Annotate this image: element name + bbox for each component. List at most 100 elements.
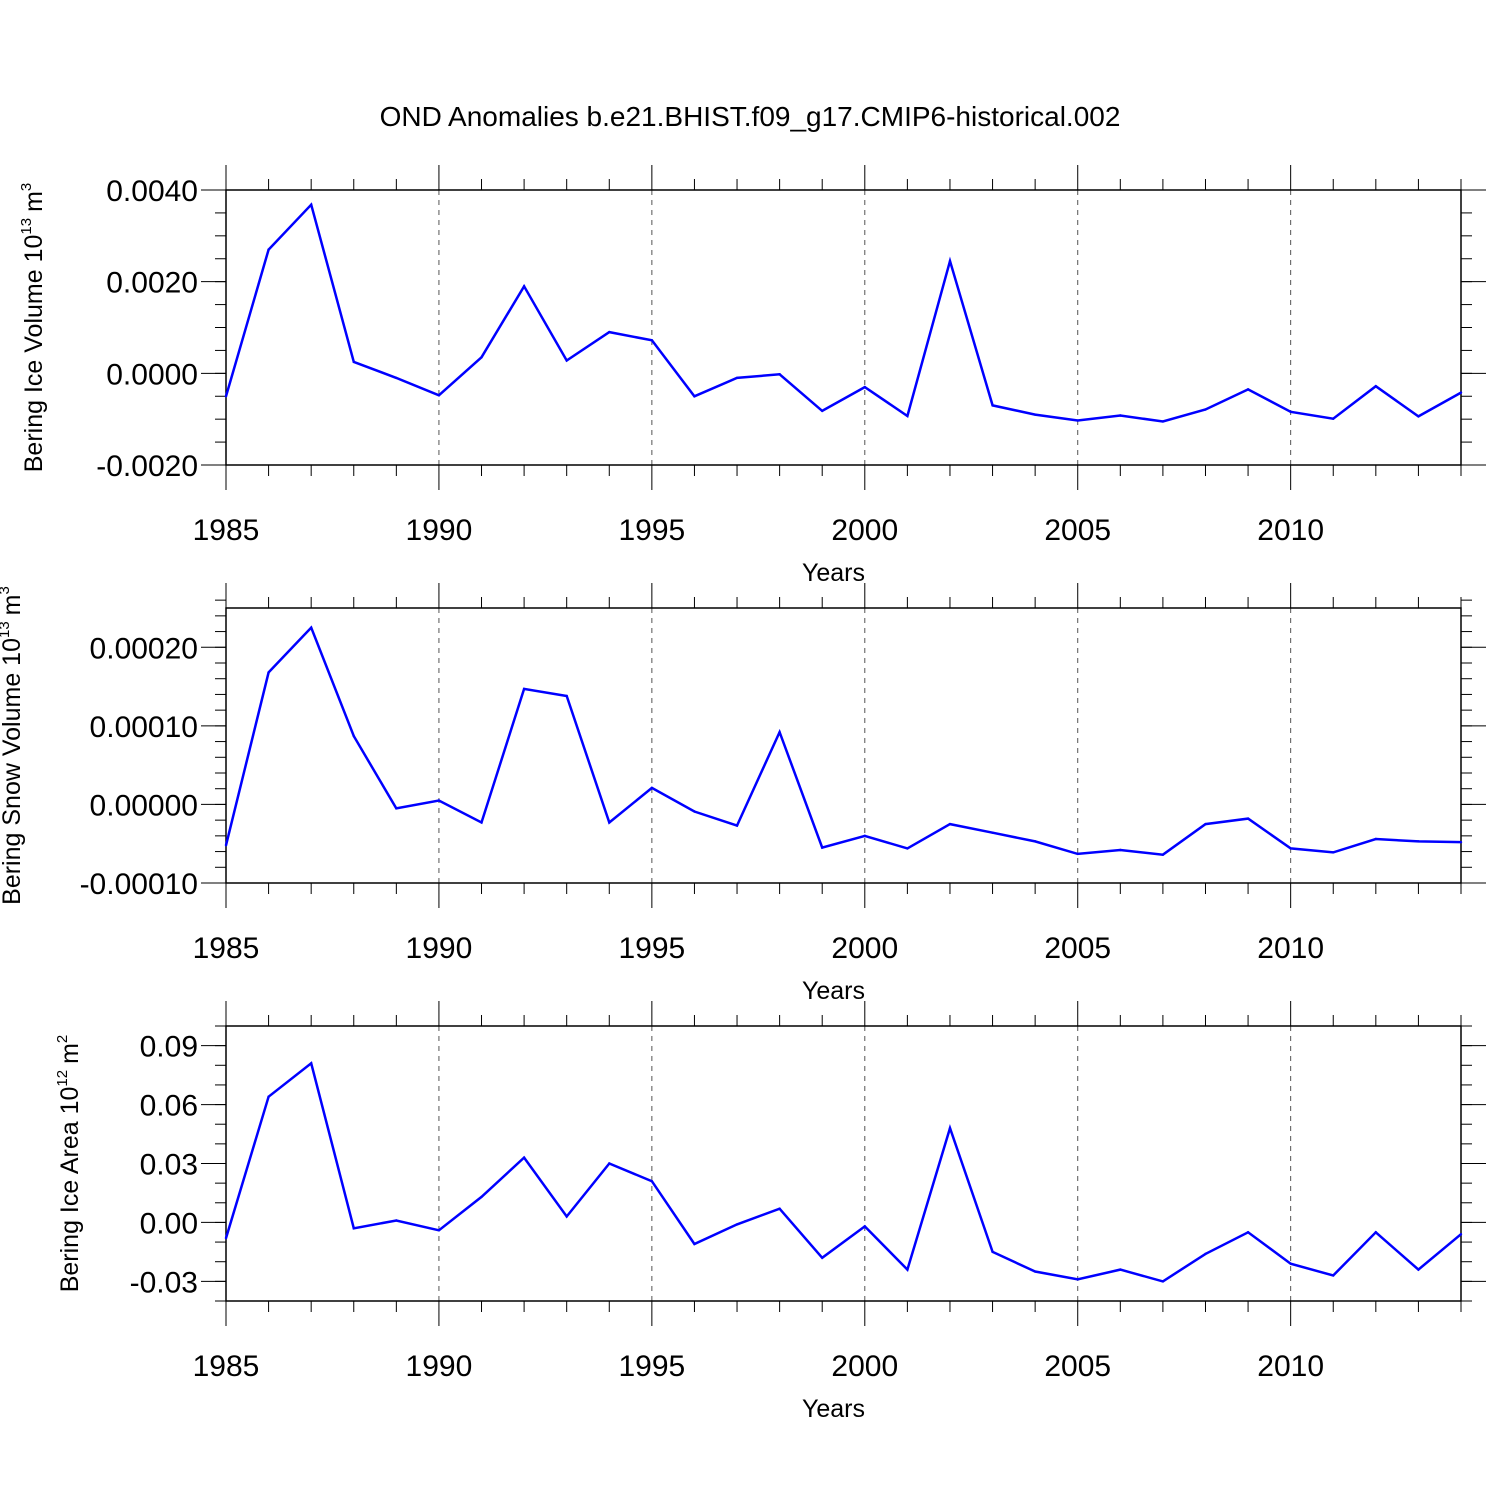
- data-point: [863, 1225, 866, 1228]
- data-point: [906, 1268, 909, 1271]
- y-axis-label-unit-exponent: 3: [0, 586, 13, 594]
- data-point: [224, 395, 228, 398]
- data-point: [906, 414, 909, 418]
- y-axis-label-unit: m: [0, 594, 26, 615]
- data-point: [267, 671, 270, 674]
- data-point: [522, 285, 526, 288]
- x-tick-label: 1985: [193, 514, 260, 547]
- data-point: [267, 248, 270, 251]
- y-axis-label-text: Bering Ice Volume 10: [20, 235, 48, 473]
- data-point: [778, 730, 781, 734]
- data-point: [1161, 420, 1165, 423]
- data-point: [608, 1162, 611, 1165]
- data-point: [522, 1156, 526, 1159]
- data-point: [991, 404, 994, 407]
- y-tick-label: 0.06: [140, 1090, 198, 1123]
- y-axis-label-unit: m: [56, 1043, 84, 1064]
- y-tick-label: 0.00010: [90, 711, 198, 744]
- data-point: [735, 1223, 739, 1226]
- data-point: [395, 1219, 398, 1222]
- data-point: [821, 1256, 824, 1259]
- x-tick-label: 2005: [1044, 514, 1111, 547]
- x-tick-label: 1995: [618, 514, 685, 547]
- y-tick-label: 0.00020: [90, 632, 198, 665]
- data-point: [778, 1207, 781, 1210]
- y-tick-label: -0.00010: [80, 868, 198, 901]
- data-point: [650, 786, 654, 790]
- x-tick-label: 1985: [193, 1350, 260, 1383]
- y-tick-label: 0.0000: [106, 358, 198, 391]
- y-tick-label: 0.09: [140, 1031, 198, 1064]
- y-axis-label-exponent: 12: [54, 1070, 71, 1087]
- data-point: [1204, 822, 1207, 826]
- data-point: [309, 203, 313, 206]
- data-point: [565, 694, 568, 698]
- data-point: [821, 409, 824, 413]
- data-point: [395, 807, 398, 810]
- y-axis-label-text: Bering Snow Volume 10: [0, 638, 26, 905]
- data-point: [309, 626, 313, 629]
- data-point: [1204, 408, 1207, 411]
- y-axis-label-unit-exponent: 3: [18, 183, 35, 191]
- y-axis-label-exponent: 13: [18, 218, 35, 235]
- x-tick-label: 2000: [831, 514, 898, 547]
- data-point: [863, 834, 866, 838]
- series-line-ice-volume: [224, 202, 1462, 423]
- y-axis-label-unit-exponent: 2: [54, 1035, 71, 1043]
- y-tick-label: 0.03: [140, 1149, 198, 1182]
- data-point: [1204, 1252, 1207, 1256]
- data-point: [1417, 1268, 1420, 1271]
- data-point: [1161, 853, 1165, 856]
- series-line-ice-area: [224, 1061, 1462, 1283]
- data-point: [1459, 840, 1463, 844]
- data-point: [480, 821, 483, 824]
- y-tick-label: 0.0040: [106, 175, 198, 208]
- data-point: [352, 1227, 355, 1230]
- x-axis-label: Years: [802, 1395, 865, 1423]
- data-point: [1246, 817, 1250, 820]
- data-point: [1033, 1270, 1037, 1273]
- x-tick-label: 1990: [406, 514, 473, 547]
- y-tick-label: 0.0020: [106, 267, 198, 300]
- x-tick-label: 2010: [1257, 932, 1324, 965]
- data-point: [693, 810, 696, 813]
- data-point: [948, 1126, 952, 1130]
- data-point: [863, 385, 866, 389]
- panel-ice-volume: -0.0020 0.0000 0.0020 0.0040 1985 1990 1995 200…: [18, 165, 1486, 587]
- x-tick-label: 2005: [1044, 932, 1111, 965]
- data-point: [821, 846, 824, 849]
- y-axis-label-unit: m: [20, 191, 48, 212]
- data-point: [437, 394, 441, 397]
- data-point: [1119, 1268, 1122, 1271]
- data-point: [480, 356, 483, 359]
- data-point: [1459, 1233, 1463, 1236]
- data-point: [693, 395, 696, 398]
- x-tick-label: 1995: [618, 1350, 685, 1383]
- data-point: [1417, 840, 1420, 843]
- x-tick-label: 1990: [406, 932, 473, 965]
- data-point: [1289, 410, 1292, 414]
- x-tick-label: 1995: [618, 932, 685, 965]
- data-point: [1374, 384, 1378, 388]
- y-tick-label: -0.0020: [96, 450, 198, 483]
- data-point: [1374, 1231, 1378, 1234]
- y-tick-label: -0.03: [130, 1266, 198, 1299]
- data-point: [1161, 1280, 1165, 1283]
- data-point: [1076, 1278, 1079, 1281]
- data-point: [991, 1250, 994, 1254]
- data-point: [1289, 847, 1292, 850]
- data-point: [224, 844, 228, 847]
- y-axis-label-text: Bering Ice Area 10: [56, 1087, 84, 1293]
- data-point: [608, 330, 611, 334]
- data-point: [224, 1236, 228, 1240]
- x-tick-label: 2000: [831, 1350, 898, 1383]
- y-axis-label: Bering Ice Area 1012 m2: [54, 1035, 84, 1293]
- data-point: [437, 799, 441, 802]
- data-point: [650, 339, 654, 342]
- data-point: [1417, 415, 1420, 418]
- plot-frame: [225, 1025, 1462, 1302]
- data-point: [565, 359, 568, 362]
- data-point: [1119, 848, 1122, 852]
- x-tick-label: 2000: [831, 932, 898, 965]
- x-tick-label: 1990: [406, 1350, 473, 1383]
